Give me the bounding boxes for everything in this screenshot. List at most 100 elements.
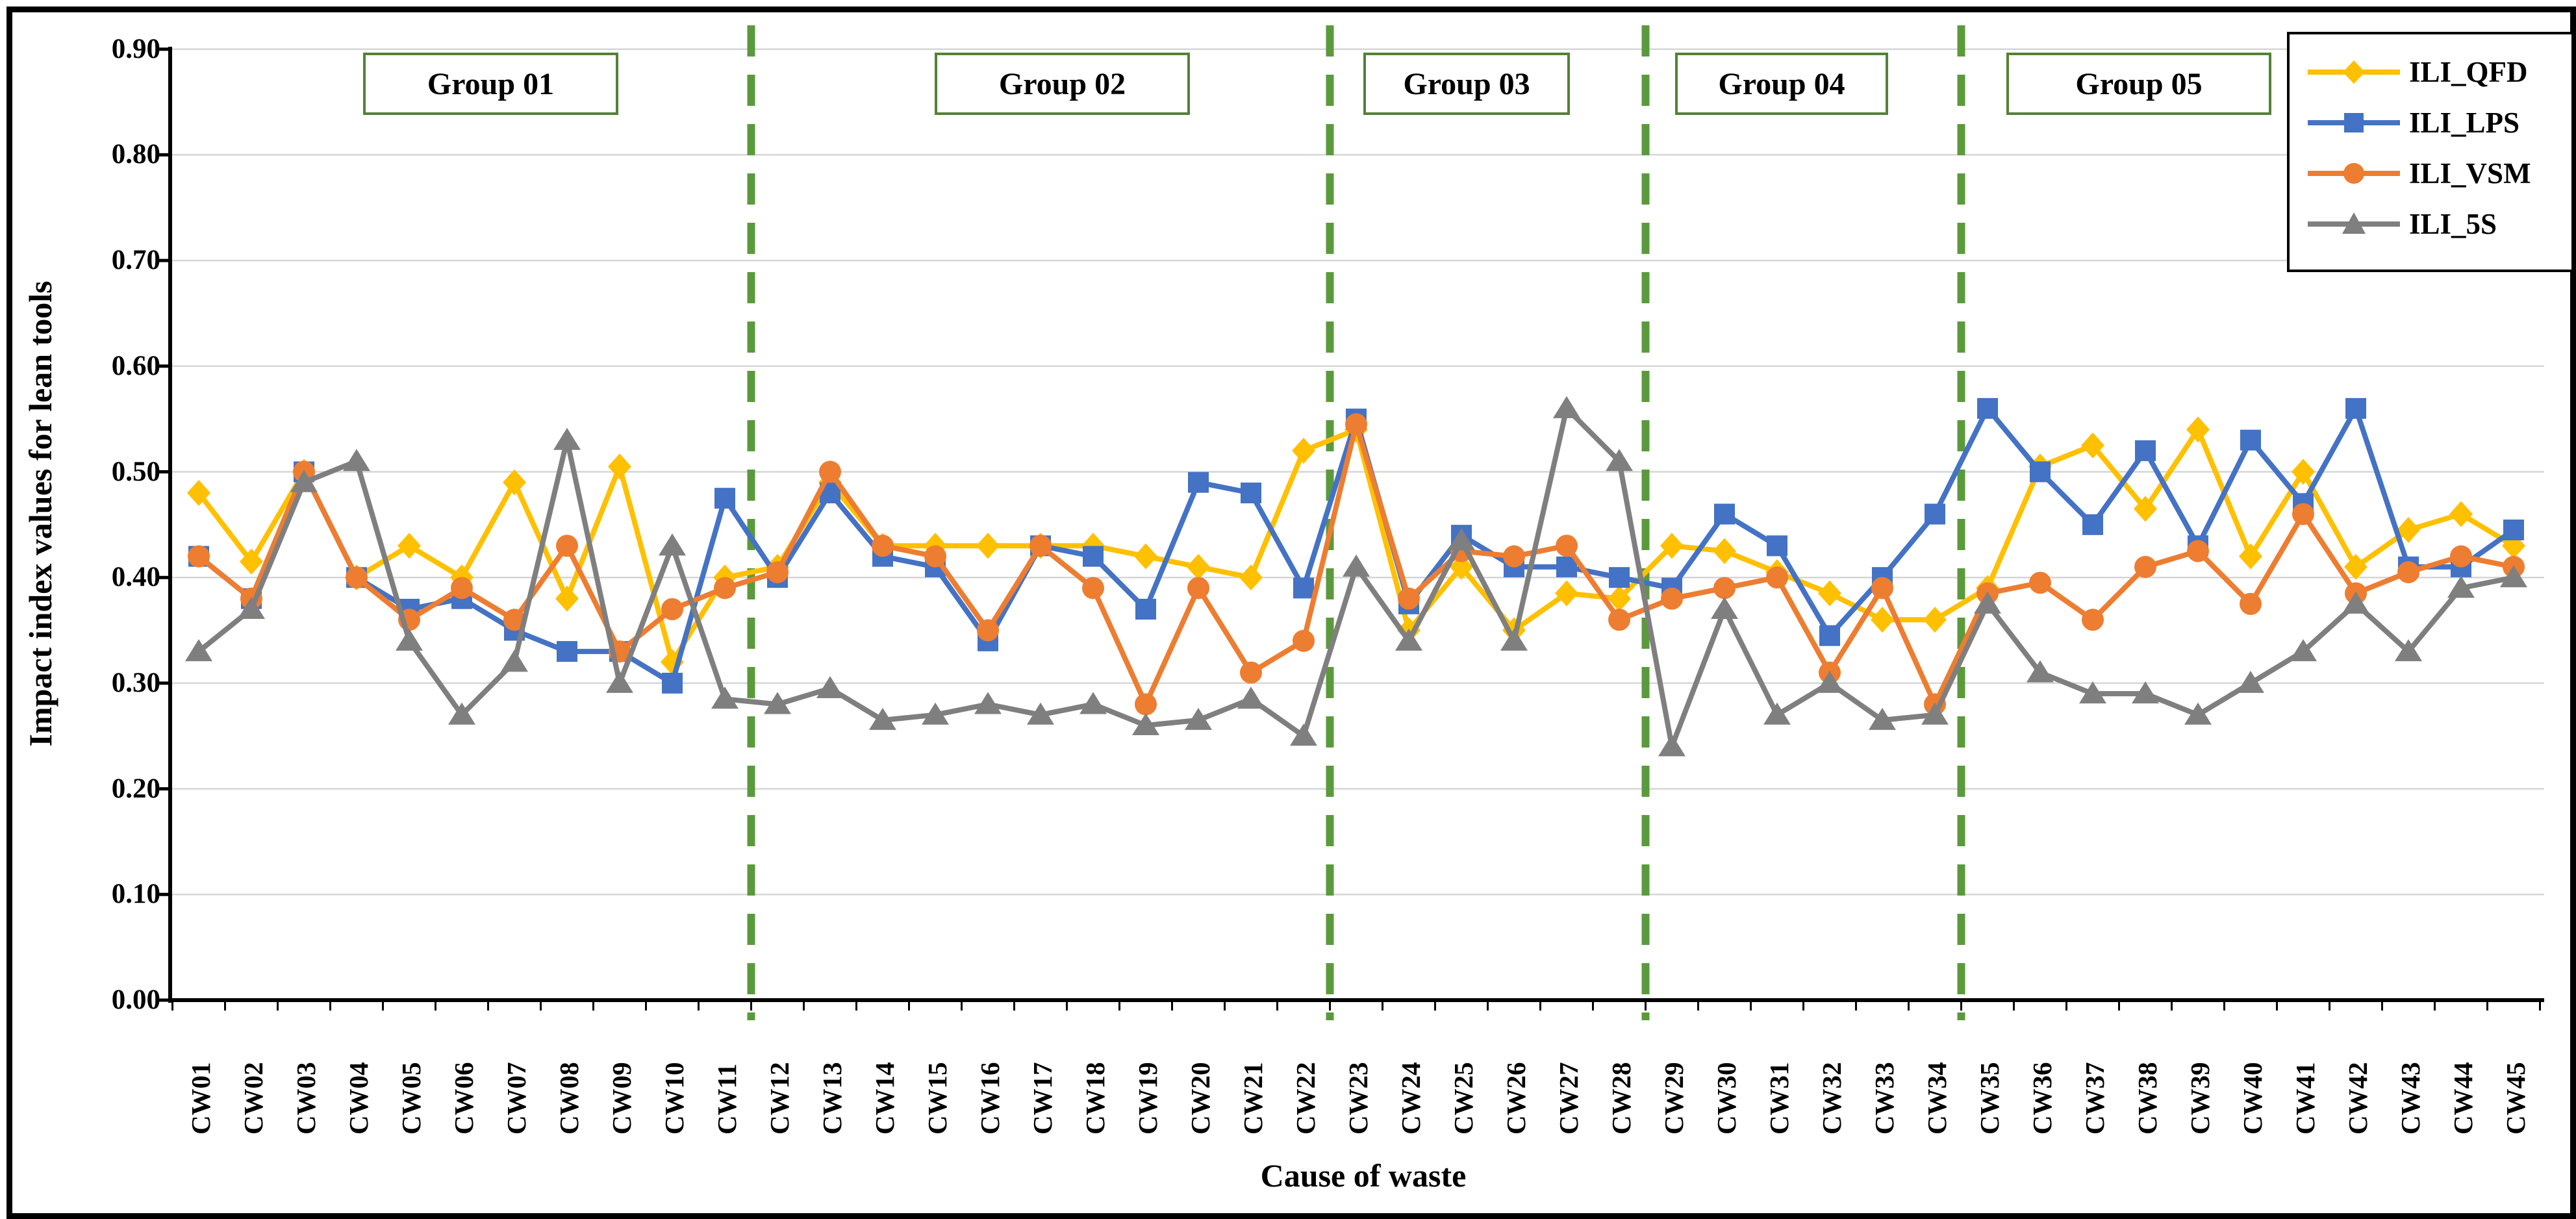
x-axis-label: CW22: [1291, 1062, 1320, 1135]
data-point-marker: [977, 619, 999, 642]
x-axis-label: CW11: [712, 1063, 742, 1135]
series-ILI_5S: [185, 396, 2527, 757]
data-point-marker: [1609, 567, 1630, 588]
data-point-marker: [2187, 540, 2209, 562]
data-point-marker: [1240, 661, 1262, 684]
data-point-marker: [553, 427, 581, 450]
data-point-marker: [1500, 628, 1528, 651]
data-point-marker: [1818, 580, 1841, 607]
data-point-marker: [2290, 639, 2317, 662]
series-ILI_QFD: [187, 416, 2525, 675]
legend-marker-triangle-icon: [2308, 212, 2400, 234]
data-point-marker: [1135, 599, 1156, 620]
x-axis-label: CW28: [1606, 1062, 1636, 1135]
x-axis-label: CW32: [1817, 1062, 1847, 1135]
data-point-marker: [2030, 461, 2051, 483]
data-point-marker: [1977, 397, 1998, 419]
data-point-marker: [290, 470, 318, 492]
x-axis-label: CW23: [1343, 1062, 1373, 1135]
data-point-marker: [1343, 554, 1370, 577]
data-point-marker: [1923, 607, 1947, 633]
data-point-marker: [714, 577, 736, 599]
y-axis-label: 0.60: [111, 350, 160, 381]
x-axis-label: CW31: [1764, 1062, 1794, 1135]
data-point-marker: [555, 585, 579, 612]
data-point-marker: [2503, 519, 2524, 540]
data-point-marker: [2082, 609, 2104, 631]
x-axis-label: CW07: [501, 1062, 531, 1135]
x-axis-label: CW34: [1922, 1062, 1952, 1135]
data-point-marker: [2134, 555, 2156, 578]
data-point-marker: [2079, 681, 2106, 704]
data-point-marker: [1606, 449, 1633, 471]
data-point-marker: [659, 533, 686, 556]
data-point-marker: [1556, 534, 1578, 557]
y-axis-label: 0.80: [111, 139, 160, 170]
x-axis-label: CW14: [870, 1062, 900, 1135]
x-axis-label: CW35: [1975, 1062, 2004, 1135]
data-point-marker: [1767, 535, 1787, 557]
data-point-marker: [1608, 609, 1630, 631]
data-point-marker: [1293, 629, 1315, 652]
series-ILI_VSM: [188, 413, 2525, 716]
x-axis-label: CW45: [2501, 1062, 2531, 1135]
data-point-marker: [974, 692, 1002, 714]
data-point-marker: [1871, 577, 1893, 599]
data-point-marker: [1187, 553, 1210, 580]
data-point-marker: [1869, 707, 1896, 730]
y-axis-label: 0.00: [111, 985, 160, 1015]
data-point-marker: [1713, 577, 1736, 599]
data-point-marker: [556, 534, 578, 557]
data-point-marker: [2449, 501, 2473, 527]
data-point-marker: [1395, 628, 1422, 651]
x-axis-label: CW18: [1080, 1062, 1110, 1135]
y-axis-label: 0.90: [111, 33, 160, 64]
data-point-marker: [711, 686, 739, 709]
data-point-marker: [1188, 471, 1209, 493]
data-point-marker: [1553, 396, 1580, 418]
data-point-marker: [187, 480, 210, 507]
x-axis-label: CW15: [922, 1062, 952, 1135]
data-point-marker: [1503, 545, 1525, 568]
data-point-marker: [819, 460, 841, 483]
x-axis-title: Cause of waste: [1260, 1157, 1467, 1194]
data-point-marker: [1345, 413, 1367, 436]
data-point-marker: [1292, 437, 1315, 464]
data-point-marker: [1819, 625, 1840, 646]
data-point-marker: [714, 488, 735, 509]
data-point-marker: [1766, 566, 1788, 589]
data-point-marker: [976, 533, 1000, 559]
x-axis-label: CW37: [2080, 1062, 2110, 1135]
legend-label: ILI_5S: [2409, 208, 2497, 240]
legend-item-ILI_QFD: ILI_QFD: [2290, 53, 2571, 92]
data-point-marker: [2292, 503, 2314, 525]
legend-marker-diamond-icon: [2308, 60, 2400, 84]
data-point-marker: [2081, 432, 2104, 459]
data-point-marker: [1293, 577, 1314, 599]
x-axis-label: CW19: [1133, 1062, 1163, 1135]
data-point-marker: [1185, 707, 1212, 730]
data-point-marker: [766, 561, 789, 584]
x-axis-label: CW36: [2027, 1062, 2057, 1135]
x-axis-label: CW17: [1028, 1062, 1057, 1135]
x-axis-label: CW20: [1185, 1062, 1215, 1135]
x-axis-label: CW05: [396, 1062, 426, 1135]
legend-label: ILI_VSM: [2409, 157, 2531, 190]
legend-label: ILI_QFD: [2409, 56, 2528, 88]
data-point-marker: [2397, 516, 2420, 543]
data-point-marker: [869, 707, 896, 730]
data-point-marker: [2240, 429, 2261, 451]
chart-legend: ILI_QFD ILI_LPS ILI_VSM ILI_5S: [2287, 32, 2574, 272]
data-point-marker: [816, 676, 844, 699]
group-label-2: Group 02: [935, 53, 1190, 115]
data-point-marker: [2082, 514, 2103, 535]
data-point-marker: [448, 702, 475, 725]
data-point-marker: [2500, 565, 2527, 588]
data-point-marker: [1921, 702, 1949, 725]
x-axis-label: CW26: [1501, 1062, 1531, 1135]
x-axis-label: CW41: [2290, 1062, 2320, 1135]
x-axis-label: CW42: [2343, 1062, 2373, 1135]
data-point-marker: [2134, 496, 2157, 522]
data-point-marker: [1658, 734, 1686, 757]
data-point-marker: [1711, 597, 1738, 620]
